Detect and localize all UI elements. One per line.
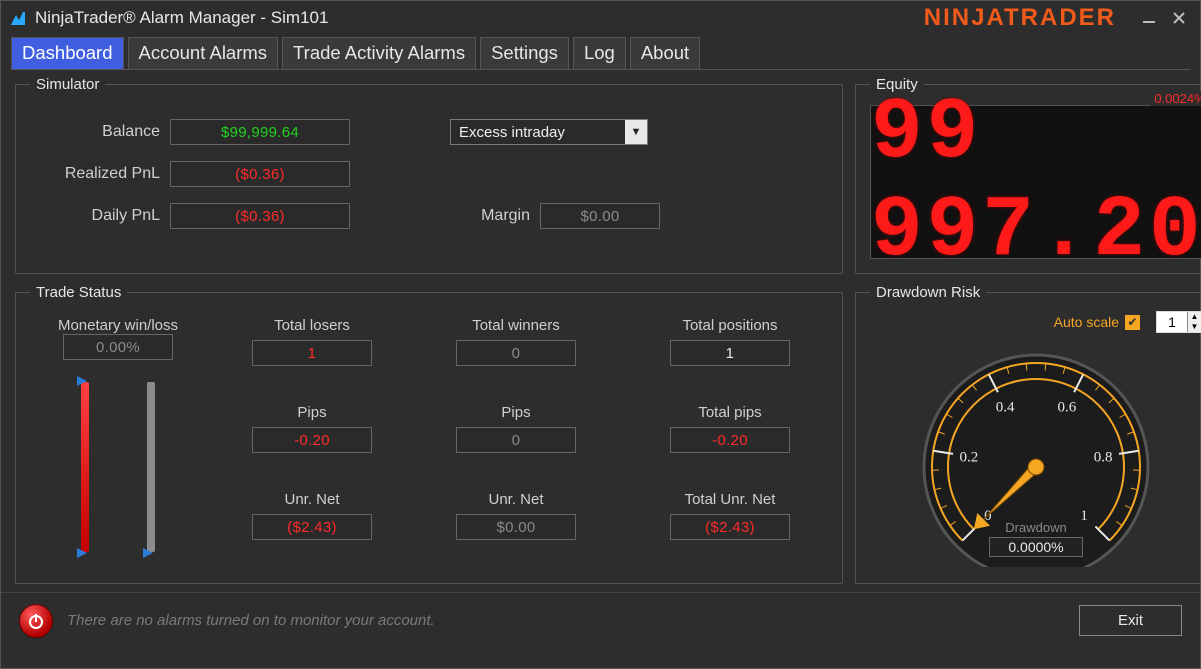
triangle-right-icon bbox=[77, 548, 93, 558]
pips-losers-value: -0.20 bbox=[252, 427, 372, 453]
pips-winners-label: Pips bbox=[501, 404, 530, 421]
total-winners-label: Total winners bbox=[472, 317, 560, 334]
titlebar: NinjaTrader® Alarm Manager - Sim101 NINJ… bbox=[1, 1, 1200, 35]
unr-winners-value: $0.00 bbox=[456, 514, 576, 540]
close-button[interactable] bbox=[1164, 4, 1194, 32]
pips-winners-value: 0 bbox=[456, 427, 576, 453]
daily-pnl-value: ($0.36) bbox=[170, 203, 350, 229]
triangle-right-icon bbox=[77, 376, 93, 386]
loser-bar bbox=[81, 382, 89, 552]
margin-type-value: Excess intraday bbox=[451, 124, 625, 141]
total-pips-label: Total pips bbox=[698, 404, 761, 421]
auto-scale-checkbox[interactable]: ✔ bbox=[1125, 315, 1140, 330]
balance-label: Balance bbox=[30, 123, 160, 141]
scale-value: 1 bbox=[1157, 312, 1187, 332]
total-positions-label: Total positions bbox=[682, 317, 777, 334]
balance-value: $99,999.64 bbox=[170, 119, 350, 145]
total-unr-label: Total Unr. Net bbox=[685, 491, 776, 508]
simulator-group: Simulator Balance $99,999.64 Realized Pn… bbox=[15, 76, 843, 274]
tab-about[interactable]: About bbox=[630, 37, 700, 69]
total-positions-value: 1 bbox=[670, 340, 790, 366]
unr-winners-label: Unr. Net bbox=[488, 491, 543, 508]
margin-label: Margin bbox=[450, 207, 530, 225]
tab-account-alarms[interactable]: Account Alarms bbox=[128, 37, 279, 69]
total-unr-value: ($2.43) bbox=[670, 514, 790, 540]
tab-trade-activity-alarms[interactable]: Trade Activity Alarms bbox=[282, 37, 476, 69]
equity-group: Equity 0.0024% 99 997.20 bbox=[855, 76, 1201, 274]
realized-pnl-value: ($0.36) bbox=[170, 161, 350, 187]
equity-value: 99 997.20 bbox=[871, 84, 1201, 280]
chevron-down-icon: ▼ bbox=[625, 120, 647, 144]
tab-dashboard[interactable]: Dashboard bbox=[11, 37, 124, 69]
winloss-label: Monetary win/loss bbox=[58, 317, 178, 334]
margin-value: $0.00 bbox=[540, 203, 660, 229]
total-winners-value: 0 bbox=[456, 340, 576, 366]
footer: There are no alarms turned on to monitor… bbox=[1, 592, 1200, 648]
trade-status-group: Trade Status Total losers 1 Total winner… bbox=[15, 284, 843, 584]
tab-log[interactable]: Log bbox=[573, 37, 626, 69]
trade-status-legend: Trade Status bbox=[30, 284, 127, 301]
svg-text:0.4: 0.4 bbox=[996, 399, 1015, 415]
drawdown-caption-label: Drawdown bbox=[870, 520, 1201, 535]
drawdown-legend: Drawdown Risk bbox=[870, 284, 986, 301]
brand-logo: NINJATRADER bbox=[924, 4, 1116, 32]
svg-text:0.2: 0.2 bbox=[959, 449, 978, 465]
simulator-legend: Simulator bbox=[30, 76, 105, 93]
chevron-down-icon[interactable]: ▼ bbox=[1187, 322, 1201, 332]
exit-button[interactable]: Exit bbox=[1079, 605, 1182, 636]
chevron-up-icon[interactable]: ▲ bbox=[1187, 312, 1201, 322]
total-pips-value: -0.20 bbox=[670, 427, 790, 453]
minimize-button[interactable] bbox=[1134, 4, 1164, 32]
power-icon[interactable] bbox=[19, 604, 53, 638]
tab-settings[interactable]: Settings bbox=[480, 37, 569, 69]
svg-text:0.6: 0.6 bbox=[1057, 399, 1076, 415]
app-icon bbox=[9, 9, 27, 27]
realized-pnl-label: Realized PnL bbox=[30, 165, 160, 183]
winloss-value: 0.00% bbox=[63, 334, 173, 360]
equity-pct-change: 0.0024% bbox=[1150, 91, 1201, 106]
svg-text:0.8: 0.8 bbox=[1094, 449, 1113, 465]
triangle-right-icon bbox=[143, 548, 159, 558]
window-title: NinjaTrader® Alarm Manager - Sim101 bbox=[35, 8, 328, 28]
daily-pnl-label: Daily PnL bbox=[30, 207, 160, 225]
drawdown-caption-value: 0.0000% bbox=[989, 537, 1082, 557]
auto-scale-label: Auto scale bbox=[1054, 314, 1119, 330]
pips-losers-label: Pips bbox=[297, 404, 326, 421]
total-losers-value: 1 bbox=[252, 340, 372, 366]
equity-display: 99 997.20 bbox=[870, 105, 1201, 259]
drawdown-group: Drawdown Risk Auto scale ✔ 1 ▲ ▼ 00.20.4… bbox=[855, 284, 1201, 584]
margin-type-select[interactable]: Excess intraday ▼ bbox=[450, 119, 648, 145]
footer-message: There are no alarms turned on to monitor… bbox=[67, 612, 435, 629]
tab-bar: Dashboard Account Alarms Trade Activity … bbox=[1, 35, 1200, 69]
scale-stepper[interactable]: 1 ▲ ▼ bbox=[1156, 311, 1201, 333]
total-losers-label: Total losers bbox=[274, 317, 350, 334]
unr-losers-value: ($2.43) bbox=[252, 514, 372, 540]
unr-losers-label: Unr. Net bbox=[284, 491, 339, 508]
winner-bar bbox=[147, 382, 155, 552]
winloss-bars bbox=[81, 382, 155, 552]
